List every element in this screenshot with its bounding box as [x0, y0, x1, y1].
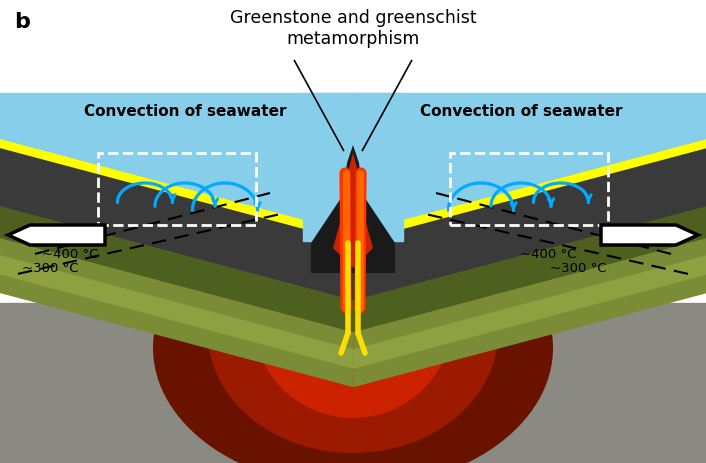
Ellipse shape [208, 213, 498, 453]
Ellipse shape [153, 208, 553, 463]
Polygon shape [0, 303, 706, 463]
Text: ~300 °C: ~300 °C [550, 261, 606, 274]
Polygon shape [0, 0, 706, 94]
Bar [450, 154, 608, 225]
Polygon shape [303, 94, 403, 242]
Polygon shape [333, 154, 373, 269]
Bar [98, 154, 256, 225]
FancyArrow shape [8, 225, 105, 245]
Text: Convection of seawater: Convection of seawater [420, 103, 622, 118]
Ellipse shape [293, 233, 413, 383]
Polygon shape [311, 146, 395, 274]
Ellipse shape [253, 219, 453, 418]
Text: ~400 °C: ~400 °C [520, 247, 576, 260]
Text: Convection of seawater: Convection of seawater [84, 103, 286, 118]
Text: ~400 °C: ~400 °C [42, 247, 98, 260]
FancyArrow shape [601, 225, 698, 245]
Text: Greenstone and greenschist
metamorphism: Greenstone and greenschist metamorphism [229, 9, 477, 48]
Text: b: b [14, 12, 30, 32]
Text: ~300 °C: ~300 °C [22, 261, 78, 274]
